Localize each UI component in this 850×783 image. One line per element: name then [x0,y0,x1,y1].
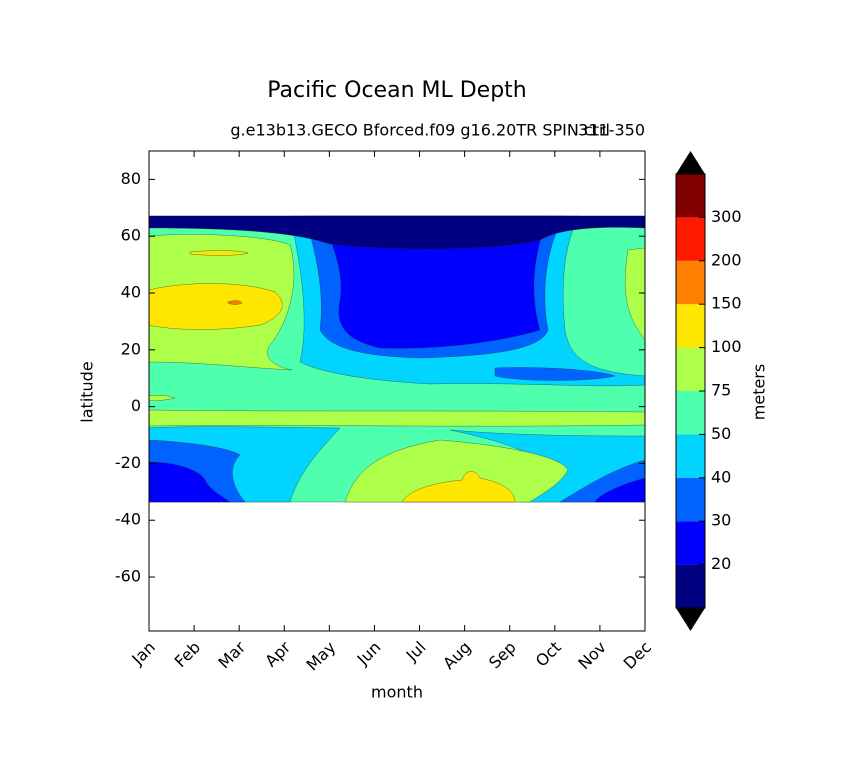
y-tick-label: 80 [121,169,141,188]
colorbar-segment [676,260,705,305]
colorbar-extend-top [676,151,705,174]
x-tick-label: Jun [353,638,385,670]
y-tick-label: -20 [115,453,141,472]
colorbar-extend-bottom [676,608,705,631]
contour-region [148,461,231,503]
y-tick-label: 20 [121,339,141,358]
chart-subtitle: g.e13b13.GECO Bforced.f09 g16.20TR SPIN … [230,121,610,140]
x-tick-label: May [303,638,340,675]
x-tick-label: Mar [214,637,249,672]
right-title: 311-350 [578,121,645,140]
y-tick-label: 0 [131,396,141,415]
colorbar-tick-label: 50 [711,424,731,443]
colorbar-tick-label: 200 [711,250,742,269]
chart-title: Pacific Ocean ML Depth [267,78,527,103]
x-tick-label: Aug [439,638,475,674]
contour-region [227,300,243,305]
colorbar-segment [676,521,705,565]
contour-fill [148,215,646,503]
colorbar-segment [676,477,705,522]
contour-region [594,477,646,503]
colorbar-tick-label: 20 [711,554,731,573]
colorbar-segment [676,347,705,391]
x-tick-label: Nov [574,638,610,674]
colorbar-tick-label: 75 [711,381,731,400]
x-tick-label: Dec [620,638,655,673]
y-axis-label: latitude [78,361,97,422]
colorbar-tick-label: 150 [711,294,742,313]
colorbar-segment [676,304,705,348]
y-tick-label: 40 [121,283,141,302]
contour-region [148,215,646,250]
y-tick-label: -60 [115,567,141,586]
y-tick-label: 60 [121,226,141,245]
contour-region [401,471,516,503]
colorbar-segment [676,434,705,478]
x-tick-label: Oct [532,638,565,671]
contour-region [148,283,283,330]
x-tick-label: Apr [261,637,294,670]
colorbar-segment [676,391,705,435]
x-tick-label: Sep [485,638,520,673]
colorbar-tick-label: 100 [711,337,742,356]
colorbar-tick-label: 30 [711,511,731,530]
plot-frame [148,150,646,632]
colorbar-tick-label: 40 [711,467,731,486]
colorbar-segment [676,174,705,218]
contour-region [148,409,646,427]
contour-region [189,250,249,256]
colorbar-segment [676,217,705,261]
x-axis-label: month [371,683,423,702]
contour-region [148,394,176,402]
colorbar-tick-label: 300 [711,207,742,226]
colorbar-label: meters [750,364,769,420]
contour-region [344,439,569,503]
y-tick-label: -40 [115,510,141,529]
x-tick-label: Jan [127,638,159,670]
contour-region [321,215,551,349]
contour-region [494,367,616,381]
x-tick-label: Feb [171,638,204,671]
colorbar-segment [676,564,705,608]
x-tick-label: Jul [402,638,430,666]
